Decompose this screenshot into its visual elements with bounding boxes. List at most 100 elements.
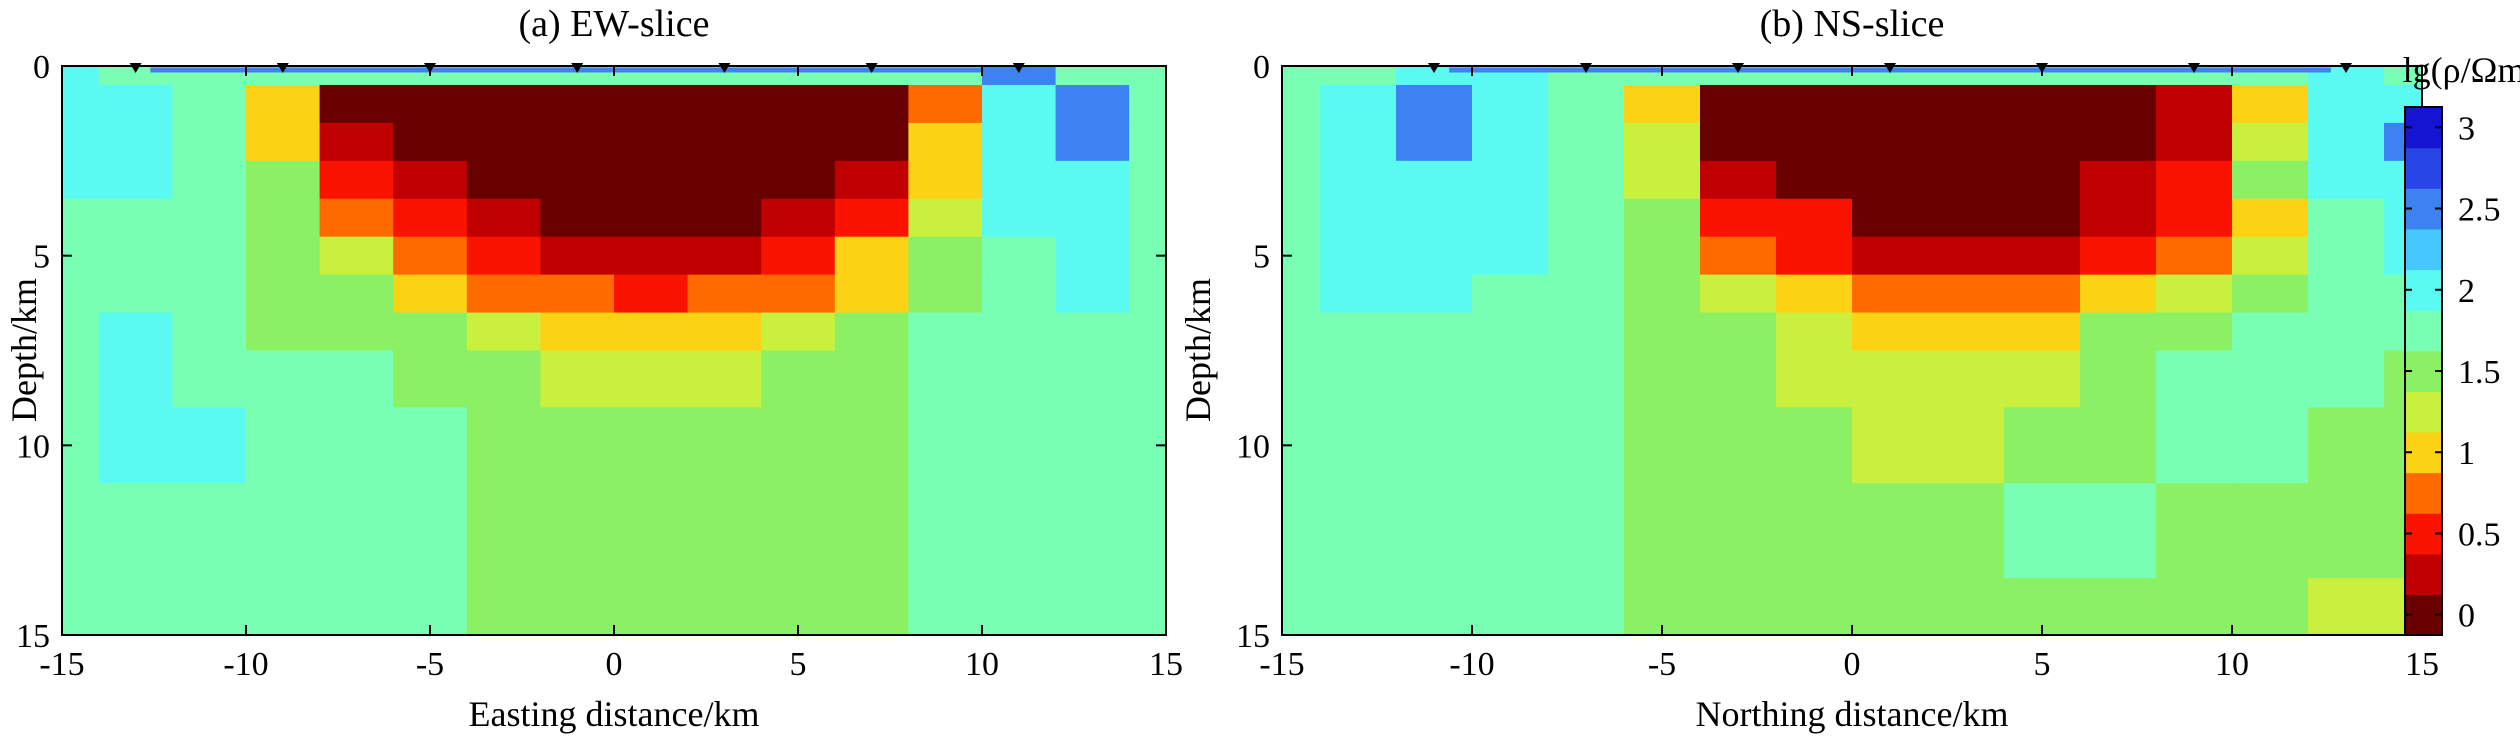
panel-b-x-ticks: -15 -10 -5 0 5 10 15 bbox=[1259, 66, 2439, 683]
panel-a-cell bbox=[466, 578, 541, 635]
panel-b-cell bbox=[2156, 160, 2233, 200]
panel-a-cell bbox=[982, 84, 1057, 124]
panel-a-cell bbox=[687, 160, 762, 200]
panel-a-x-tick-label: 5 bbox=[790, 646, 807, 683]
panel-a-cell bbox=[1055, 160, 1130, 200]
panel-b-cell bbox=[2080, 483, 2157, 579]
panel-a-cell bbox=[1055, 84, 1130, 124]
panel-b-cell bbox=[1624, 407, 1701, 484]
panel-b-cell bbox=[1624, 160, 1701, 200]
panel-a-cell bbox=[393, 198, 468, 238]
panel-b-cell bbox=[1776, 84, 1853, 124]
panel-b-cell bbox=[1472, 198, 1549, 238]
panel-a-y-ticks: 0 5 10 15 bbox=[16, 49, 1166, 655]
panel-a-cell bbox=[908, 84, 983, 124]
panel-a-cell bbox=[834, 407, 909, 484]
panel-b-ns-slice: (b) NS-slice -15 -10 -5 0 5 10 15 0 5 10 15 North… bbox=[1178, 3, 2439, 734]
panel-a-cell bbox=[908, 350, 983, 408]
panel-a-cell bbox=[172, 483, 247, 579]
panel-b-y-tick-label: 5 bbox=[1253, 239, 1270, 276]
colorbar-bin bbox=[2405, 472, 2442, 514]
colorbar-tick-label: 0 bbox=[2458, 598, 2475, 635]
panel-b-cell bbox=[1700, 198, 1777, 238]
panel-b-cell bbox=[2308, 312, 2385, 352]
panel-a-cell bbox=[62, 198, 100, 238]
panel-b-cell bbox=[2308, 236, 2385, 276]
panel-a-cell bbox=[540, 122, 615, 162]
panel-a-cell bbox=[1129, 84, 1166, 124]
panel-a-cell bbox=[1055, 274, 1130, 314]
panel-a-cell bbox=[319, 407, 394, 484]
panel-a-cell bbox=[761, 407, 836, 484]
panel-a-cell bbox=[761, 350, 836, 408]
panel-a-cell bbox=[982, 578, 1057, 635]
panel-b-cell bbox=[2004, 407, 2081, 484]
panel-b-cell bbox=[1472, 350, 1549, 408]
panel-b-cell bbox=[1282, 66, 1321, 86]
panel-a-cell bbox=[393, 122, 468, 162]
panel-b-cell bbox=[1852, 578, 1929, 635]
panel-a-cell bbox=[614, 198, 689, 238]
panel-a-cell bbox=[466, 122, 541, 162]
panel-a-cell bbox=[98, 578, 173, 635]
panel-a-cell bbox=[98, 350, 173, 408]
panel-b-cell bbox=[2308, 483, 2385, 579]
panel-b-cell bbox=[2308, 198, 2385, 238]
panel-b-cell bbox=[2232, 578, 2309, 635]
panel-b-cell bbox=[1282, 198, 1321, 238]
panel-a-cell bbox=[1129, 66, 1166, 86]
panel-b-cell bbox=[1548, 350, 1625, 408]
panel-a-cell bbox=[466, 274, 541, 314]
panel-a-cell bbox=[98, 274, 173, 314]
panel-a-cell bbox=[982, 122, 1057, 162]
panel-a-cell bbox=[62, 160, 100, 200]
panel-b-cell bbox=[1472, 578, 1549, 635]
panel-b-cell bbox=[1320, 350, 1397, 408]
panel-a-cell bbox=[687, 84, 762, 124]
panel-a-cell bbox=[98, 483, 173, 579]
panel-b-cell bbox=[2156, 274, 2233, 314]
panel-a-cell bbox=[761, 236, 836, 276]
panel-a-cell bbox=[687, 312, 762, 352]
panel-a-cell bbox=[1129, 350, 1166, 408]
panel-b-cell bbox=[1320, 198, 1397, 238]
panel-a-cell bbox=[908, 160, 983, 200]
panel-b-cell bbox=[2232, 236, 2309, 276]
panel-b-cell bbox=[2156, 578, 2233, 635]
panel-b-cell bbox=[2004, 160, 2081, 200]
panel-b-cell bbox=[2156, 483, 2233, 579]
panel-a-cell bbox=[687, 274, 762, 314]
panel-b-cell bbox=[1776, 578, 1853, 635]
panel-b-cell bbox=[1928, 160, 2005, 200]
panel-b-y-axis-label: Depth/km bbox=[1178, 278, 1218, 422]
panel-a-cell bbox=[393, 483, 468, 579]
panel-b-cell bbox=[1548, 236, 1625, 276]
panel-b-y-ticks: 0 5 10 15 bbox=[1236, 49, 2422, 655]
panel-a-cell bbox=[834, 122, 909, 162]
panel-a-cell bbox=[246, 407, 321, 484]
panel-a-cell bbox=[98, 84, 173, 124]
panel-b-cell bbox=[2232, 483, 2309, 579]
panel-b-cell bbox=[2384, 66, 2422, 86]
panel-b-cell bbox=[2080, 236, 2157, 276]
panel-a-cell bbox=[466, 407, 541, 484]
panel-b-cell bbox=[1472, 483, 1549, 579]
panel-a-cell bbox=[172, 274, 247, 314]
panel-a-cell bbox=[834, 274, 909, 314]
panel-a-cell bbox=[540, 160, 615, 200]
panel-a-cell bbox=[761, 160, 836, 200]
panel-a-cell bbox=[1055, 578, 1130, 635]
panel-a-cell bbox=[614, 274, 689, 314]
panel-a-cell bbox=[1055, 122, 1130, 162]
panel-b-x-tick-label: 5 bbox=[2034, 646, 2051, 683]
panel-b-cell bbox=[2156, 312, 2233, 352]
panel-a-cell bbox=[908, 578, 983, 635]
panel-b-cell bbox=[1396, 122, 1473, 162]
panel-a-cell bbox=[982, 160, 1057, 200]
panel-b-cell bbox=[2308, 84, 2385, 124]
panel-b-cell bbox=[1852, 160, 1929, 200]
panel-b-cell bbox=[1852, 84, 1929, 124]
panel-b-cell bbox=[2308, 160, 2385, 200]
panel-b-cell bbox=[1320, 236, 1397, 276]
